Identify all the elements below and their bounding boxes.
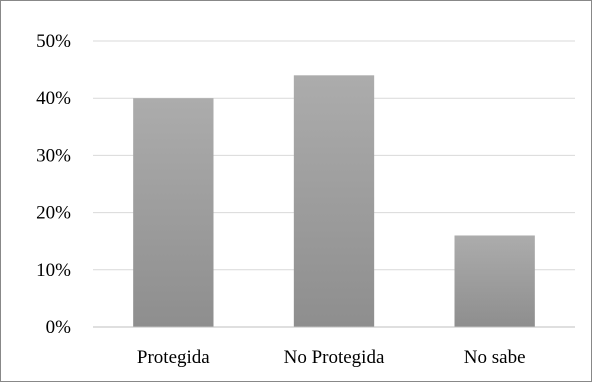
y-tick-label: 20%: [36, 203, 71, 224]
bar-no-protegida: [293, 75, 375, 327]
bars: [133, 75, 535, 327]
y-axis-ticks: 0% 10% 20% 30% 40% 50%: [36, 31, 71, 338]
bar-protegida: [133, 98, 214, 327]
x-tick-label: Protegida: [137, 347, 210, 368]
y-tick-label: 30%: [36, 145, 71, 166]
y-tick-label: 40%: [36, 88, 71, 109]
x-axis-labels: Protegida No Protegida No sabe: [137, 347, 526, 368]
y-tick-label: 50%: [36, 31, 71, 52]
x-tick-label: No Protegida: [284, 347, 385, 368]
y-tick-label: 0%: [46, 317, 72, 338]
x-tick-label: No sabe: [464, 347, 526, 368]
y-tick-label: 10%: [36, 260, 71, 281]
bar-no-sabe: [454, 235, 535, 327]
